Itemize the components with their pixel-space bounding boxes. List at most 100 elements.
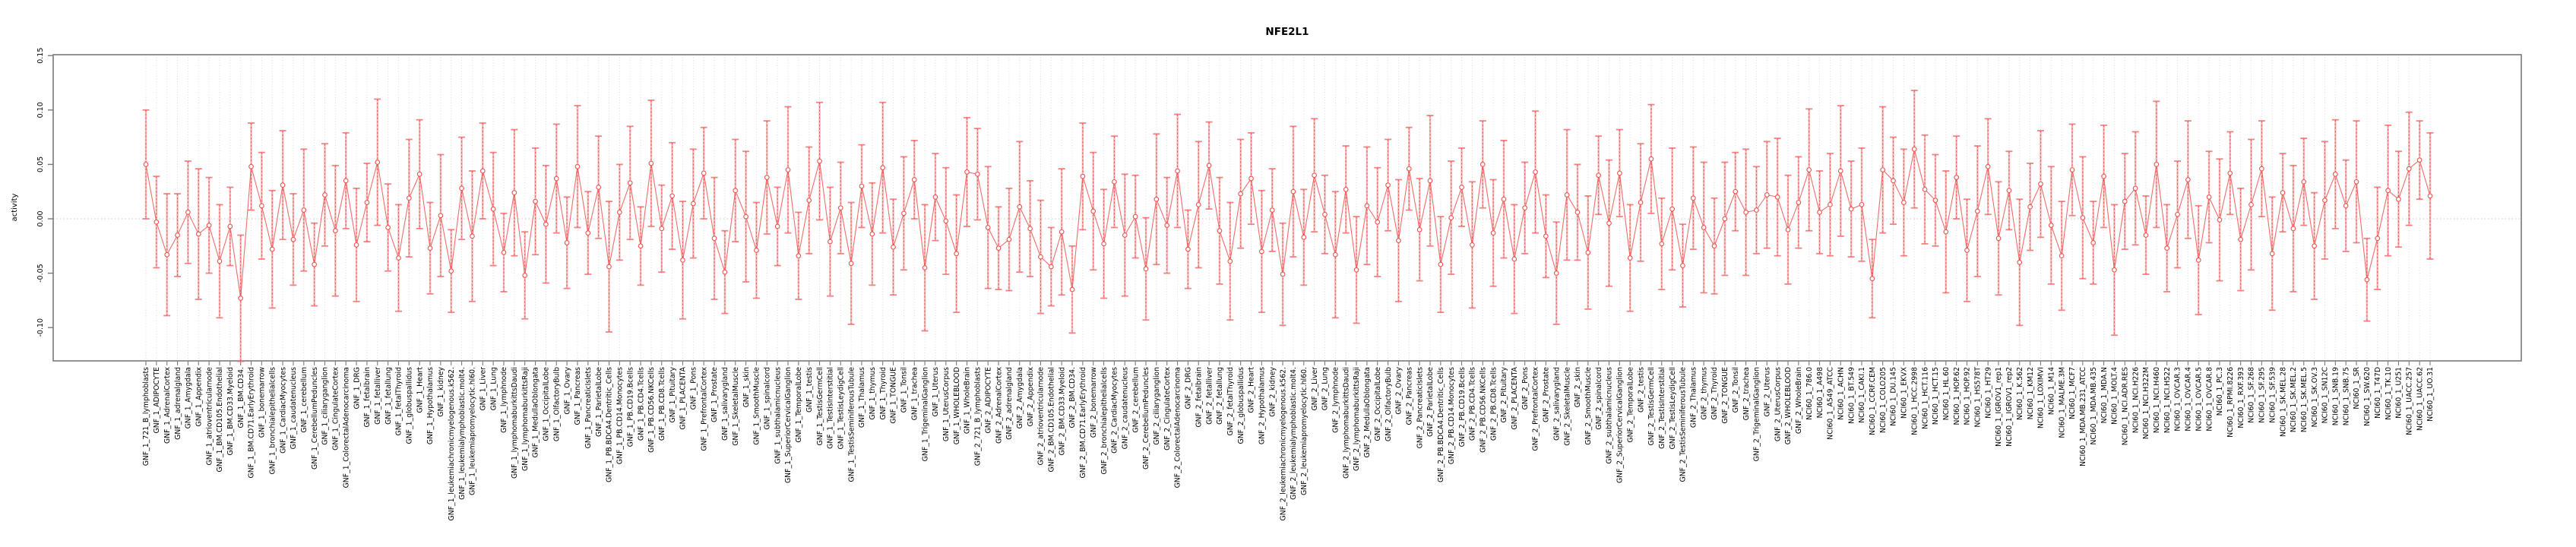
x-tick-label: NCI60_1_HOP.62 — [1953, 367, 1961, 425]
x-tick-label: GNF_2_TestisInterstitial — [1658, 367, 1666, 449]
x-tick-label: GNF_2_PB.CD14.Monocytes — [1448, 367, 1456, 464]
x-tick-label: NCI60_1_SNB.75 — [2342, 367, 2350, 425]
data-point — [227, 223, 233, 229]
x-tick-label: GNF_2_salivarygland — [1552, 367, 1561, 441]
x-tick-label: NCI60_1_SF.295 — [2258, 367, 2267, 423]
data-point — [911, 177, 917, 182]
x-tick-label: NCI60_1_SK.MEL.2 — [2290, 367, 2298, 432]
x-tick-label: GNF_2_globuspallidus — [1237, 367, 1245, 444]
data-point — [848, 261, 854, 267]
x-tick-label: NCI60_1_SF.268 — [2248, 367, 2256, 423]
x-tick-label: GNF_2_ADIPOCYTE — [984, 367, 992, 434]
x-tick-label: GNF_2_fetallung — [1216, 367, 1224, 425]
data-point — [1932, 198, 1938, 204]
x-tick-label: NCI60_1_HT29 — [1984, 367, 1992, 419]
data-point — [427, 245, 433, 251]
x-tick-label: GNF_2_TONGUE — [1721, 367, 1729, 424]
data-point — [1122, 232, 1128, 238]
x-tick-label: GNF_2_Liver — [1311, 367, 1319, 411]
data-point — [1343, 186, 1349, 192]
data-point — [1943, 229, 1949, 235]
x-tick-label: GNF_2_thymus — [1700, 367, 1708, 420]
data-point — [627, 180, 633, 186]
x-tick-label: GNF_2_OlfactoryBulb — [1385, 367, 1393, 441]
data-point — [796, 253, 802, 259]
x-tick-label: GNF_1_PB.BDCA4.Dentritic_Cells — [606, 367, 614, 482]
x-tick-label: GNF_2_TestisSeminiferousTubule — [1679, 367, 1688, 482]
x-tick-label: GNF_1_ColorectalAdenocarcinoma — [342, 367, 350, 488]
x-tick-label: GNF_1_fetalliver — [374, 367, 382, 425]
x-tick-label: GNF_1_AdrenalCortex — [163, 367, 172, 444]
x-tick-label: GNF_2_Ovary — [1395, 367, 1404, 415]
data-point — [1701, 225, 1707, 230]
x-tick-label: GNF_2_PancreaticIslets — [1416, 367, 1424, 449]
data-point — [312, 261, 317, 267]
data-point — [490, 206, 496, 212]
data-point — [764, 175, 770, 180]
data-point — [1132, 213, 1138, 220]
x-tick-label: GNF_1_Tonsil — [900, 367, 909, 413]
x-tick-label: GNF_2_PB.CD19.Bcells — [1458, 367, 1467, 447]
x-tick-label: GNF_1_PB.CD14.Monocytes — [616, 367, 625, 464]
data-point — [1659, 241, 1665, 247]
x-tick-label: GNF_1_PB.CD56.NKCells — [647, 367, 656, 453]
data-point — [2090, 240, 2097, 245]
series-layer — [142, 90, 2434, 362]
x-tick-label: GNF_2_Lung — [1321, 367, 1330, 411]
data-point — [1154, 196, 1160, 202]
data-point — [2269, 251, 2275, 257]
x-tick-label: NCI60_1_KM12 — [2027, 367, 2035, 419]
data-point — [1880, 167, 1886, 172]
data-point — [1964, 248, 1970, 253]
data-point — [259, 203, 264, 209]
x-tick-label: NCI60_1_IGROV1_rep1 — [1995, 367, 2003, 447]
x-tick-label: GNF_2_subthalamicnucleus — [1606, 367, 1614, 464]
data-point — [743, 213, 748, 220]
x-tick-label: GNF_1_Hypothalamus — [426, 367, 435, 444]
data-point — [1195, 202, 1201, 207]
x-tick-label: GNF_2_atrioventricularnode — [1037, 367, 1046, 466]
x-tick-label: NCI60_1_DU.145 — [1890, 367, 1898, 426]
data-point — [1722, 216, 1728, 222]
data-point — [1828, 202, 1833, 207]
data-point — [2132, 185, 2138, 191]
x-tick-label: NCI60_1_MOLT.4 — [2111, 367, 2119, 425]
x-tick-label: GNF_2_BM.CD71.EarlyErythroid — [1079, 367, 1087, 479]
x-tick-label: GNF_1_ParietalLobe — [595, 367, 603, 437]
x-tick-label: GNF_1_SmoothMuscle — [753, 367, 761, 445]
data-point — [1385, 182, 1391, 188]
y-tick-label: 0.05 — [36, 157, 45, 172]
x-tick-label: GNF_1_salivarygland — [721, 367, 729, 441]
x-tick-label: GNF_1_testis — [805, 367, 814, 413]
x-tick-label: GNF_2_AdrenalCortex — [995, 367, 1003, 444]
x-tick-label: GNF_2_Pituitary — [1500, 367, 1508, 423]
y-axis-title: activity — [11, 193, 19, 221]
data-point — [690, 201, 696, 207]
data-point — [2332, 171, 2338, 177]
data-point — [1806, 167, 1812, 172]
x-tick-label: GNF_1_globuspallidus — [406, 367, 414, 444]
y-tick-label: 0.10 — [36, 102, 45, 118]
x-tick-label: GNF_1_subthalamicnucleus — [774, 367, 782, 464]
x-tick-label: GNF_1_cerebellum — [300, 367, 309, 433]
data-point — [1185, 246, 1191, 252]
data-point — [1869, 276, 1875, 282]
x-tick-label: GNF_1_lymphomaburkittsDaudi — [511, 367, 519, 479]
data-point — [1217, 228, 1223, 234]
data-point — [1901, 200, 1907, 205]
data-point — [164, 251, 170, 258]
x-tick-label: GNF_1_Thalamus — [858, 367, 866, 428]
data-point — [1522, 205, 1528, 211]
data-point — [2164, 245, 2170, 251]
data-point — [648, 160, 654, 166]
data-point — [1312, 172, 1317, 179]
plot-box — [52, 54, 2522, 362]
x-tick-label: GNF_2_Thyroid — [1710, 367, 1719, 420]
x-tick-label: GNF_1_caudatenucleus — [290, 367, 298, 449]
x-tick-label: GNF_1_ciliaryganglion — [321, 367, 330, 445]
data-point — [1248, 175, 1254, 182]
x-tick-label: GNF_1_TestisInterstitial — [827, 367, 835, 449]
x-tick-label: GNF_2_leukemiachronicmyelogenous.k562. — [1279, 367, 1287, 520]
data-point — [1080, 173, 1086, 179]
x-tick-label: GNF_2_bonemarrow — [1090, 367, 1098, 438]
